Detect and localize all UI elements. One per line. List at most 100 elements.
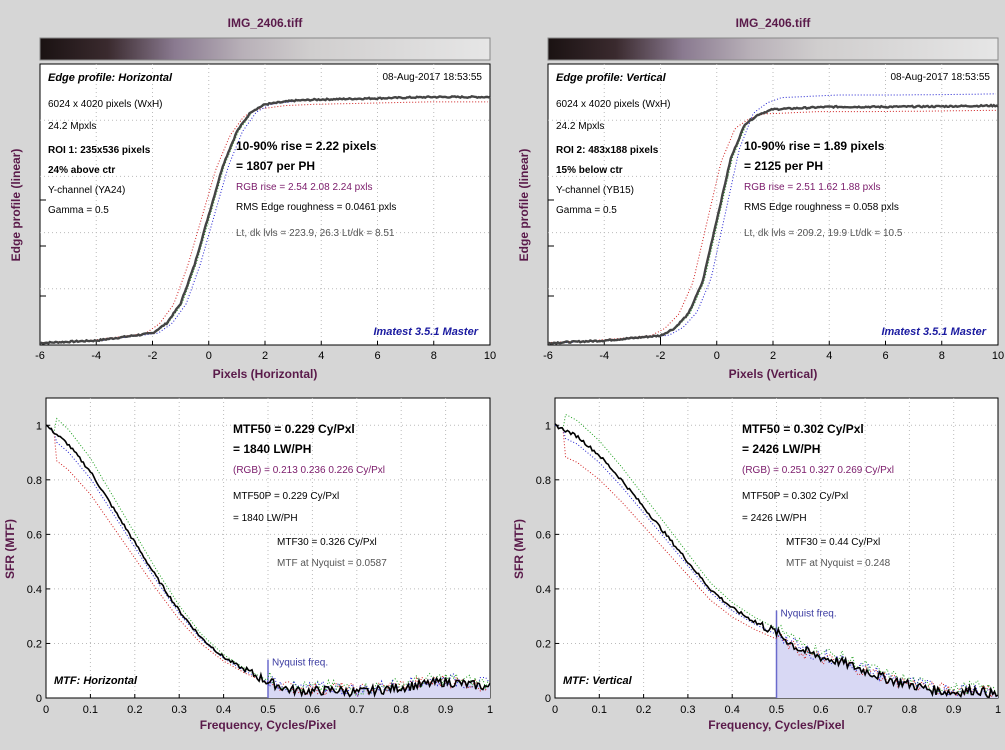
- x-tick-label: -2: [656, 350, 666, 362]
- x-tick-label: -6: [543, 350, 553, 362]
- chart-title: IMG_2406.tiff: [228, 16, 304, 30]
- image-size: 6024 x 4020 pixels (WxH): [556, 99, 671, 110]
- x-tick-label: -4: [599, 350, 609, 362]
- rgb-mtf50: (RGB) = 0.213 0.236 0.226 Cy/Pxl: [233, 465, 385, 476]
- panel-heading: Edge profile: Horizontal: [48, 72, 173, 84]
- mtf-at-nyquist: MTF at Nyquist = 0.248: [786, 558, 891, 569]
- x-tick-label: 2: [262, 350, 268, 362]
- mtf30-value: MTF30 = 0.44 Cy/Pxl: [786, 537, 880, 548]
- image-size: 6024 x 4020 pixels (WxH): [48, 99, 163, 110]
- roi-position: 15% below ctr: [556, 165, 623, 176]
- mtf50p-value: MTF50P = 0.229 Cy/Pxl: [233, 491, 339, 502]
- x-tick-label: -6: [35, 350, 45, 362]
- mtf-line: [554, 423, 999, 699]
- x-tick-label: -4: [91, 350, 101, 362]
- panel-heading: Edge profile: Vertical: [556, 72, 667, 84]
- rgb-rise: RGB rise = 2.51 1.62 1.88 pxls: [744, 182, 880, 193]
- x-tick-label: 0: [714, 350, 720, 362]
- edge-profile-line: [547, 103, 999, 345]
- gamma: Gamma = 0.5: [556, 205, 617, 216]
- channel-line: [39, 101, 488, 344]
- mtf50-value: MTF50 = 0.302 Cy/Pxl: [742, 422, 864, 436]
- x-tick-label: 0.4: [216, 704, 231, 716]
- rgb-mtf50: (RGB) = 0.251 0.327 0.269 Cy/Pxl: [742, 465, 894, 476]
- y-tick-label: 0.2: [536, 638, 551, 650]
- mtf-plot-area: [45, 397, 491, 699]
- x-tick-label: 0.3: [680, 704, 695, 716]
- roi-size: ROI 1: 235x536 pixels: [48, 145, 151, 156]
- rise-value: 10-90% rise = 2.22 pixels: [236, 139, 377, 153]
- lwph-value: = 2426 LW/PH: [742, 442, 820, 456]
- rise-value: 10-90% rise = 1.89 pixels: [744, 139, 885, 153]
- nyquist-label: Nyquist freq.: [272, 658, 328, 669]
- x-tick-label: 0: [206, 350, 212, 362]
- y-tick-label: 0: [36, 693, 42, 705]
- y-tick-label: 0.4: [27, 584, 42, 596]
- per-ph-value: = 2125 per PH: [744, 159, 823, 173]
- y-tick-label: 1: [545, 420, 551, 432]
- tone-gradient-bar: [39, 37, 491, 61]
- megapixels: 24.2 Mpxls: [48, 121, 96, 132]
- x-tick-label: 0.1: [592, 704, 607, 716]
- x-axis-label: Frequency, Cycles/Pixel: [200, 718, 337, 732]
- x-tick-label: 0.5: [769, 704, 784, 716]
- x-tick-label: 0.9: [438, 704, 453, 716]
- roi-position: 24% above ctr: [48, 165, 115, 176]
- y-tick-label: 0.8: [27, 475, 42, 487]
- x-tick-label: 1: [995, 704, 1001, 716]
- x-tick-label: 0: [43, 704, 49, 716]
- x-tick-label: 6: [882, 350, 888, 362]
- chart-title: IMG_2406.tiff: [736, 16, 812, 30]
- y-tick-label: 0: [545, 693, 551, 705]
- x-tick-label: 0.2: [636, 704, 651, 716]
- nyquist-area: [776, 629, 998, 698]
- gamma: Gamma = 0.5: [48, 205, 109, 216]
- y-tick-label: 0.8: [536, 475, 551, 487]
- mtf50p-lwph: = 1840 LW/PH: [233, 513, 298, 524]
- channel-line: [548, 93, 996, 344]
- y-axis-label: SFR (MTF): [512, 519, 526, 579]
- x-tick-label: 4: [826, 350, 832, 362]
- x-tick-label: 0.7: [857, 704, 872, 716]
- channel-line: [45, 417, 489, 696]
- rgb-rise: RGB rise = 2.54 2.08 2.24 pxls: [236, 182, 372, 193]
- x-tick-label: 0.7: [349, 704, 364, 716]
- x-axis-label: Pixels (Vertical): [729, 367, 818, 381]
- y-tick-label: 1: [36, 420, 42, 432]
- timestamp: 08-Aug-2017 18:53:55: [890, 72, 990, 83]
- x-tick-label: 0.5: [260, 704, 275, 716]
- x-tick-label: 0: [552, 704, 558, 716]
- tone-gradient-bar: [547, 37, 999, 61]
- levels: Lt, dk lvls = 209.2, 19.9 Lt/dk = 10.5: [744, 228, 903, 239]
- y-tick-label: 0.4: [536, 584, 551, 596]
- mtf30-value: MTF30 = 0.326 Cy/Pxl: [277, 537, 377, 548]
- x-tick-label: 0.1: [83, 704, 98, 716]
- channel: Y-channel (YB15): [556, 185, 634, 196]
- y-axis-label: SFR (MTF): [3, 519, 17, 579]
- y-axis-label: Edge profile (linear): [9, 149, 23, 262]
- megapixels: 24.2 Mpxls: [556, 121, 604, 132]
- x-tick-label: 0.4: [725, 704, 740, 716]
- lwph-value: = 1840 LW/PH: [233, 442, 311, 456]
- edge-profile-line: [39, 94, 491, 345]
- mtf-at-nyquist: MTF at Nyquist = 0.0587: [277, 558, 387, 569]
- roi-size: ROI 2: 483x188 pixels: [556, 145, 659, 156]
- x-axis-label: Frequency, Cycles/Pixel: [708, 718, 845, 732]
- x-axis-label: Pixels (Horizontal): [213, 367, 318, 381]
- channel: Y-channel (YA24): [48, 185, 125, 196]
- x-tick-label: 8: [431, 350, 437, 362]
- mtf-panel-label: MTF: Vertical: [563, 675, 633, 687]
- x-tick-label: 0.2: [127, 704, 142, 716]
- x-tick-label: 2: [770, 350, 776, 362]
- imatest-watermark: Imatest 3.5.1 Master: [881, 326, 986, 338]
- x-tick-label: 8: [939, 350, 945, 362]
- x-tick-label: 0.6: [305, 704, 320, 716]
- x-tick-label: -2: [148, 350, 158, 362]
- y-axis-label: Edge profile (linear): [517, 149, 531, 262]
- x-tick-label: 10: [484, 350, 496, 362]
- x-tick-label: 0.3: [172, 704, 187, 716]
- y-tick-label: 0.6: [536, 529, 551, 541]
- x-tick-label: 10: [992, 350, 1004, 362]
- mtf50p-lwph: = 2426 LW/PH: [742, 513, 807, 524]
